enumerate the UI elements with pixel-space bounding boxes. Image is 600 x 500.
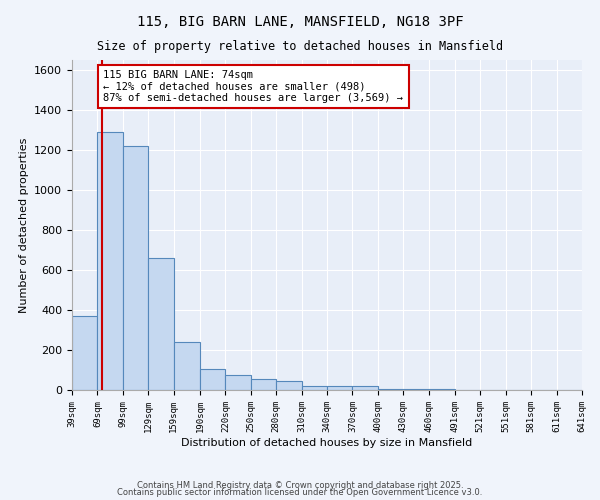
Text: Contains HM Land Registry data © Crown copyright and database right 2025.: Contains HM Land Registry data © Crown c… bbox=[137, 480, 463, 490]
Text: 115 BIG BARN LANE: 74sqm
← 12% of detached houses are smaller (498)
87% of semi-: 115 BIG BARN LANE: 74sqm ← 12% of detach… bbox=[103, 70, 403, 103]
Text: 115, BIG BARN LANE, MANSFIELD, NG18 3PF: 115, BIG BARN LANE, MANSFIELD, NG18 3PF bbox=[137, 15, 463, 29]
Bar bbox=[173, 342, 200, 390]
Bar bbox=[226, 375, 251, 390]
Y-axis label: Number of detached properties: Number of detached properties bbox=[19, 138, 29, 312]
Bar bbox=[72, 316, 97, 390]
X-axis label: Distribution of detached houses by size in Mansfield: Distribution of detached houses by size … bbox=[181, 438, 473, 448]
Bar bbox=[352, 386, 378, 390]
Text: Size of property relative to detached houses in Mansfield: Size of property relative to detached ho… bbox=[97, 40, 503, 53]
Bar bbox=[200, 369, 226, 390]
Bar bbox=[302, 386, 327, 390]
Bar bbox=[378, 389, 403, 390]
Bar bbox=[123, 146, 148, 390]
Bar bbox=[97, 132, 123, 390]
Bar bbox=[327, 386, 352, 390]
Bar bbox=[148, 258, 173, 390]
Text: Contains public sector information licensed under the Open Government Licence v3: Contains public sector information licen… bbox=[118, 488, 482, 497]
Bar bbox=[251, 379, 276, 390]
Bar bbox=[403, 389, 428, 390]
Bar bbox=[276, 381, 302, 390]
